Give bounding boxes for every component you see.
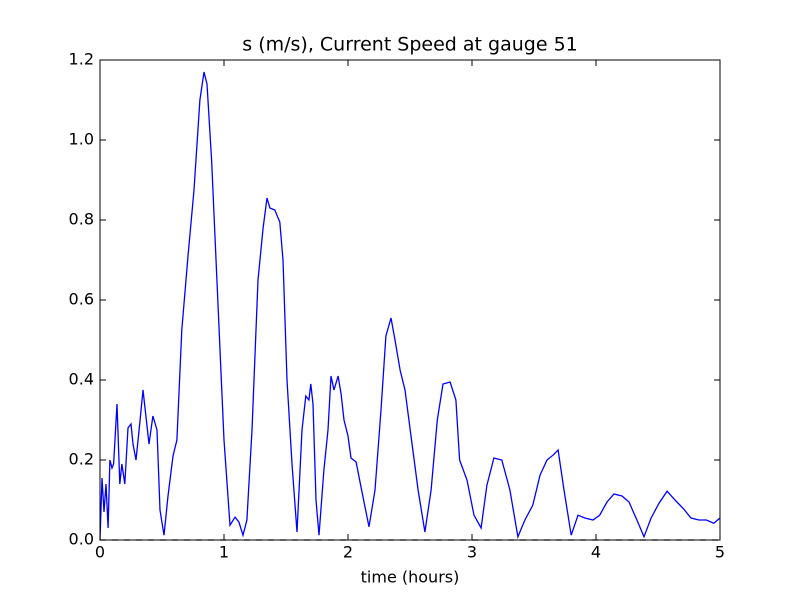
y-tick-label: 0.6 [69, 290, 94, 309]
y-tick-label: 0.0 [69, 530, 94, 549]
y-tick-label: 1.2 [69, 50, 94, 69]
data-line [99, 71, 721, 541]
chart-title: s (m/s), Current Speed at gauge 51 [242, 34, 578, 56]
x-tick-label: 1 [219, 543, 229, 562]
plot-frame [99, 59, 721, 541]
x-tick-label: 5 [715, 543, 725, 562]
x-tick-label: 0 [95, 543, 105, 562]
x-axis-label: time (hours) [361, 568, 460, 587]
y-tick-label: 1.0 [69, 130, 94, 149]
y-tick-label: 0.8 [69, 210, 94, 229]
y-tick-label: 0.4 [69, 370, 94, 389]
x-tick-label: 3 [467, 543, 477, 562]
y-tick-label: 0.2 [69, 450, 94, 469]
x-tick-label: 2 [343, 543, 353, 562]
x-tick-label: 4 [591, 543, 601, 562]
